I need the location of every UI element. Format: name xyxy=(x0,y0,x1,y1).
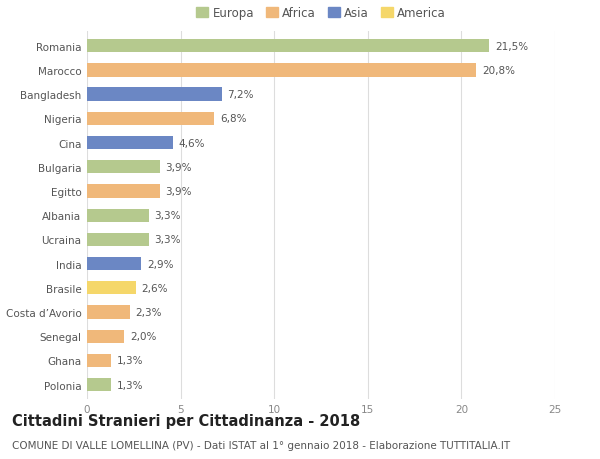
Text: Cittadini Stranieri per Cittadinanza - 2018: Cittadini Stranieri per Cittadinanza - 2… xyxy=(12,413,360,428)
Text: 4,6%: 4,6% xyxy=(179,138,205,148)
Text: 3,9%: 3,9% xyxy=(166,162,192,173)
Bar xyxy=(87,281,136,295)
Legend: Europa, Africa, Asia, America: Europa, Africa, Asia, America xyxy=(196,7,446,20)
Text: 7,2%: 7,2% xyxy=(227,90,254,100)
Text: 2,9%: 2,9% xyxy=(147,259,173,269)
Text: 3,3%: 3,3% xyxy=(154,235,181,245)
Text: 2,3%: 2,3% xyxy=(136,308,162,317)
Bar xyxy=(87,185,160,198)
Bar xyxy=(87,330,124,343)
Bar xyxy=(87,354,112,367)
Text: 21,5%: 21,5% xyxy=(495,42,528,51)
Text: 3,3%: 3,3% xyxy=(154,211,181,221)
Text: 1,3%: 1,3% xyxy=(117,356,143,366)
Bar xyxy=(87,209,149,222)
Text: 3,9%: 3,9% xyxy=(166,186,192,196)
Text: COMUNE DI VALLE LOMELLINA (PV) - Dati ISTAT al 1° gennaio 2018 - Elaborazione TU: COMUNE DI VALLE LOMELLINA (PV) - Dati IS… xyxy=(12,440,510,450)
Bar xyxy=(87,306,130,319)
Bar xyxy=(87,137,173,150)
Bar xyxy=(87,161,160,174)
Text: 20,8%: 20,8% xyxy=(482,66,515,76)
Bar xyxy=(87,233,149,246)
Text: 2,0%: 2,0% xyxy=(130,331,157,341)
Bar xyxy=(87,378,112,392)
Text: 1,3%: 1,3% xyxy=(117,380,143,390)
Bar xyxy=(87,40,490,53)
Bar xyxy=(87,112,214,126)
Bar xyxy=(87,88,222,101)
Bar xyxy=(87,64,476,78)
Text: 2,6%: 2,6% xyxy=(141,283,168,293)
Bar xyxy=(87,257,141,271)
Text: 6,8%: 6,8% xyxy=(220,114,247,124)
